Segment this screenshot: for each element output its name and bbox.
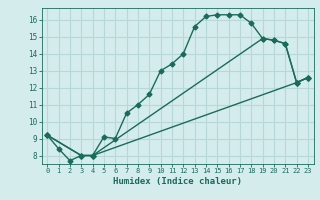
X-axis label: Humidex (Indice chaleur): Humidex (Indice chaleur) <box>113 177 242 186</box>
